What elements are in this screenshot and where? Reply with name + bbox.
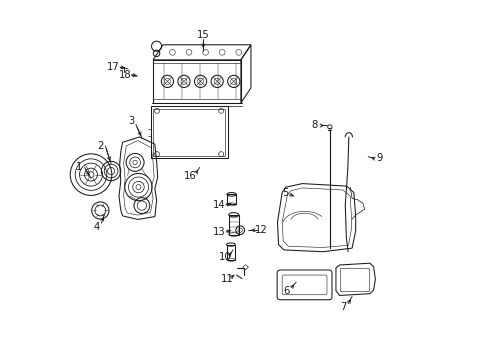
Text: 8: 8 (310, 121, 317, 130)
Text: 1: 1 (76, 162, 82, 172)
Text: 12: 12 (255, 225, 267, 235)
Text: 13: 13 (213, 227, 225, 237)
Text: 3: 3 (128, 116, 134, 126)
Text: 10: 10 (218, 252, 231, 262)
Text: 5: 5 (281, 188, 287, 198)
Text: 2: 2 (97, 141, 103, 151)
Text: 4: 4 (93, 222, 100, 231)
Bar (226, 194, 236, 204)
Bar (228, 215, 238, 234)
Text: 7: 7 (340, 302, 346, 312)
Text: 17: 17 (107, 62, 120, 72)
Text: 11: 11 (221, 274, 233, 284)
Text: 16: 16 (184, 171, 197, 181)
Text: 18: 18 (119, 70, 131, 80)
Bar (226, 244, 235, 260)
Text: 15: 15 (197, 30, 209, 40)
Text: 14: 14 (213, 200, 225, 210)
Text: 9: 9 (376, 153, 383, 163)
Text: 6: 6 (283, 286, 289, 296)
